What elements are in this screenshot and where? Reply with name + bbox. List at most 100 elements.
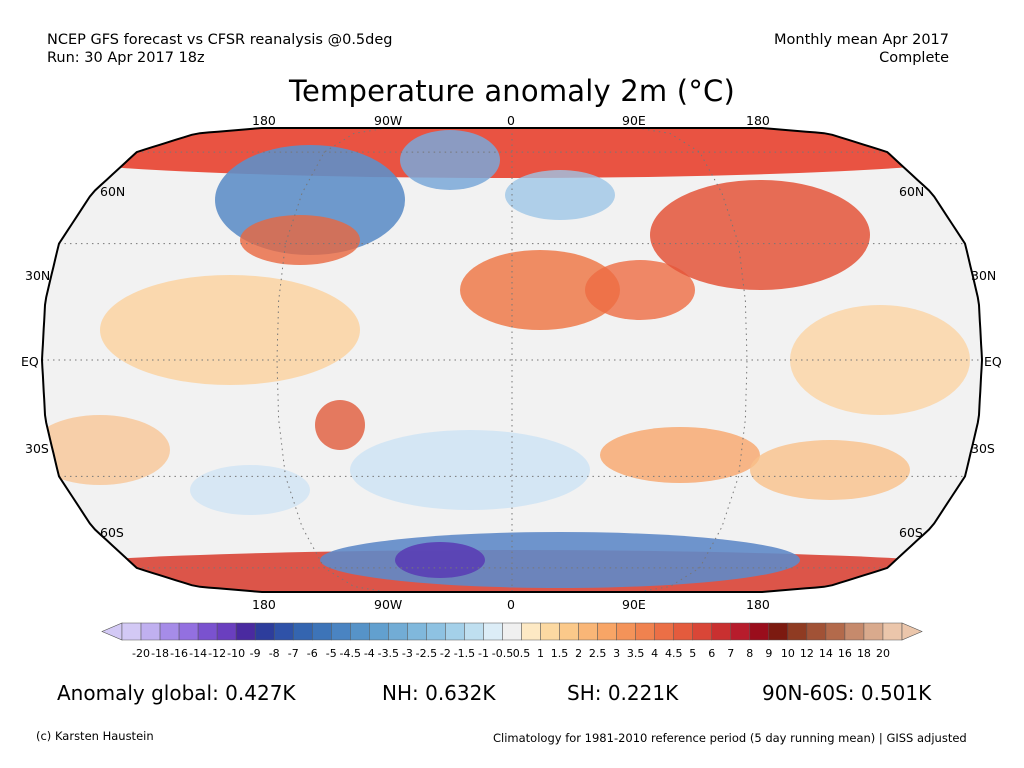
colorbar-label: 20 — [875, 647, 890, 660]
climatology-note: Climatology for 1981-2010 reference peri… — [493, 731, 967, 745]
meridian-line — [637, 128, 748, 592]
colorbar-cell — [768, 622, 789, 641]
colorbar-label: 7 — [727, 647, 735, 660]
colorbar-cell — [121, 622, 142, 641]
lat-label-left-eq: EQ — [21, 354, 39, 369]
lon-label-top-4: 90E — [622, 113, 646, 128]
graticule — [42, 128, 982, 592]
colorbar-label: -8 — [268, 647, 280, 660]
run-date: Run: 30 Apr 2017 18z — [47, 50, 205, 66]
global-anomaly: Anomaly global: 0.427K — [57, 681, 296, 705]
colorbar-cell — [540, 622, 560, 641]
colorbar-cell — [388, 622, 408, 641]
copyright: (c) Karsten Haustein — [36, 729, 154, 743]
colorbar-label: -9 — [249, 647, 261, 660]
colorbar-cell — [692, 622, 713, 641]
colorbar-label: 6 — [708, 647, 716, 660]
colorbar-cell — [426, 622, 446, 641]
colorbar-label: 16 — [837, 647, 852, 660]
europe-cool-anomaly — [505, 170, 615, 220]
colorbar-cell — [787, 622, 808, 641]
lat-label-left-30s: 30S — [25, 441, 49, 456]
lon-label-bottom-5: 180 — [746, 597, 770, 612]
sh-anomaly: SH: 0.221K — [567, 681, 679, 705]
lon-label-bottom-2: 90W — [374, 597, 403, 612]
colorbar-label: -5 — [325, 647, 337, 660]
eastern-us-warm-anomaly — [240, 215, 360, 265]
colorbar-label: -10 — [227, 647, 246, 660]
lat-label-right-60n: 60N — [899, 184, 925, 199]
australia-warm-anomaly — [750, 440, 910, 500]
lon-label-top-1: 180 — [252, 113, 276, 128]
colorbar-cell — [749, 622, 770, 641]
colorbar-label: -14 — [189, 647, 208, 660]
colorbar-label: 2 — [575, 647, 583, 660]
south-america-warm-anomaly — [315, 400, 365, 450]
map-field — [42, 128, 982, 592]
colorbar-label: 1 — [537, 647, 545, 660]
west-pacific-warm-anomaly — [790, 305, 970, 415]
colorbar-cell — [806, 622, 827, 641]
lat-label-left-60s: 60S — [100, 525, 124, 540]
colorbar-label: -7 — [287, 647, 299, 660]
meridian-line — [276, 128, 387, 592]
colorbar-label: 14 — [818, 647, 833, 660]
completeness-label: Complete — [879, 50, 949, 66]
colorbar-cell — [140, 622, 161, 641]
colorbar-cell — [559, 622, 579, 641]
colorbar-label: 12 — [799, 647, 814, 660]
colorbar-cell — [159, 622, 180, 641]
lat-label-right-30n: 30N — [971, 268, 997, 283]
colorbar-label: 10 — [780, 647, 795, 660]
colorbar-cell — [616, 622, 636, 641]
colorbar-label: 4.5 — [664, 647, 683, 660]
colorbar-label: -6 — [306, 647, 318, 660]
colorbar-label: -3 — [401, 647, 413, 660]
colorbar-label: -4 — [363, 647, 375, 660]
lon-label-top-5: 180 — [746, 113, 770, 128]
colorbar-cell — [197, 622, 218, 641]
colorbar-cell — [578, 622, 598, 641]
greenland-cold-anomaly — [400, 130, 500, 190]
colorbar-label: -16 — [170, 647, 189, 660]
sahara-warm-anomaly — [460, 250, 620, 330]
lat-label-right-eq: EQ — [984, 354, 1002, 369]
asia-warm-anomaly — [650, 180, 870, 290]
west-antarctica-very-cold — [395, 542, 485, 578]
colorbar-cell — [273, 622, 294, 641]
colorbar-cell — [863, 622, 884, 641]
colorbar-cell — [673, 622, 693, 641]
lon-label-bottom-4: 90E — [622, 597, 646, 612]
colorbar-label: 1.5 — [550, 647, 569, 660]
colorbar-cell — [369, 622, 389, 641]
colorbar-min-arrow — [101, 622, 123, 641]
south-pacific-cool-anomaly — [190, 465, 310, 515]
middle-east-warm-anomaly — [585, 260, 695, 320]
pacific-warm-anomaly — [100, 275, 360, 385]
colorbar-cell — [730, 622, 751, 641]
colorbar-label: -18 — [151, 647, 170, 660]
colorbar-cell — [521, 622, 541, 641]
model-run-info: NCEP GFS forecast vs CFSR reanalysis @0.… — [47, 32, 393, 48]
colorbar-cell — [331, 622, 351, 641]
colorbar-cell — [292, 622, 313, 641]
colorbar-cell — [178, 622, 199, 641]
colorbar-cell — [711, 622, 732, 641]
colorbar-label: 2.5 — [588, 647, 607, 660]
colorbar-cell — [350, 622, 370, 641]
colorbar-cell — [597, 622, 617, 641]
colorbar-label: -1 — [477, 647, 489, 660]
colorbar-label: 0.5 — [512, 647, 531, 660]
arctic-anomaly: 90N-60S: 0.501K — [762, 681, 932, 705]
colorbar-max-arrow — [901, 622, 923, 641]
colorbar-label: 5 — [689, 647, 697, 660]
colorbar-label: -12 — [208, 647, 227, 660]
lon-label-top-2: 90W — [374, 113, 403, 128]
lat-label-right-30s: 30S — [971, 441, 995, 456]
lon-label-bottom-3: 0 — [507, 597, 515, 612]
colorbar-label: -4.5 — [339, 647, 362, 660]
map-title: Temperature anomaly 2m (°C) — [289, 74, 735, 108]
period-label: Monthly mean Apr 2017 — [774, 32, 949, 48]
colorbar-cell — [216, 622, 237, 641]
